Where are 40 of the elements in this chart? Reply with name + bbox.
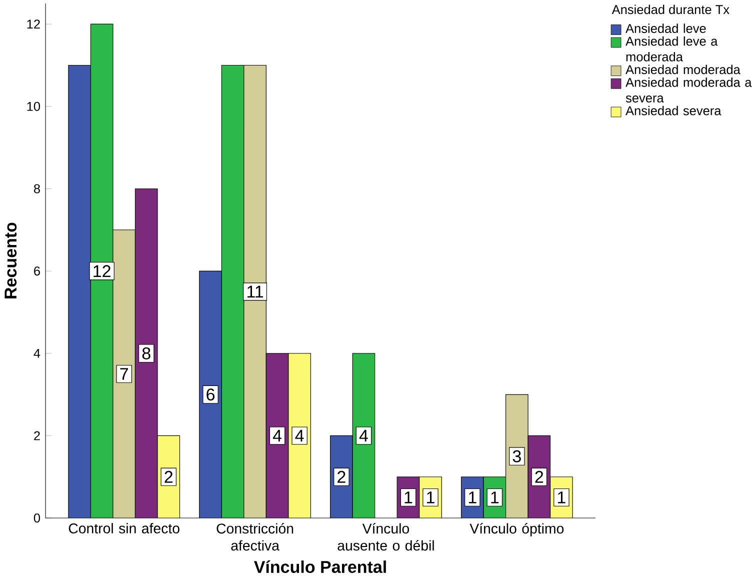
legend-label: Ansiedad moderada a severa (626, 78, 752, 103)
data-label: 4 (295, 430, 304, 442)
legend-label: Ansiedad leve a moderada (626, 36, 718, 62)
legend-label: Ansiedad leve (626, 24, 706, 34)
data-label: 1 (491, 492, 499, 504)
x-tick-label: Constricción afectiva (216, 523, 294, 551)
data-label: 11 (247, 286, 264, 298)
y-tick-label: 6 (34, 266, 40, 276)
y-axis-title: Recuento (4, 222, 17, 299)
data-label: 1 (468, 492, 476, 504)
x-tick-label: Control sin afecto (68, 523, 180, 534)
legend-title: Ansiedad durante Tx (612, 4, 730, 14)
legend-label: Ansiedad severa (626, 106, 722, 116)
bar (266, 354, 288, 518)
y-tick-label: 12 (27, 20, 40, 29)
y-tick-label: 8 (34, 184, 40, 194)
bar (199, 271, 222, 518)
data-label: 7 (120, 368, 128, 380)
y-tick-label: 4 (34, 349, 40, 358)
data-label: 4 (272, 430, 282, 442)
data-label: 2 (338, 471, 346, 483)
data-label: 6 (206, 388, 214, 401)
data-label: 1 (427, 492, 434, 504)
y-tick-label: 2 (34, 431, 40, 440)
x-axis-title: Vínculo Parental (254, 560, 386, 574)
data-label: 2 (164, 471, 172, 483)
data-label: 12 (94, 265, 110, 278)
data-label: 2 (535, 471, 544, 483)
data-label: 8 (142, 347, 150, 360)
data-label: 4 (359, 430, 368, 442)
data-label: 1 (404, 492, 412, 504)
data-label: 3 (512, 450, 521, 462)
data-label: 1 (558, 492, 566, 504)
x-tick-label: Vínculo óptimo (470, 523, 564, 537)
y-tick-label: 10 (27, 102, 40, 112)
bar (135, 188, 158, 518)
x-tick-label: Vínculo ausente o débil (338, 523, 434, 551)
y-tick-label: 0 (34, 514, 40, 523)
bar (68, 65, 91, 518)
legend-label: Ansiedad moderada (626, 64, 740, 74)
